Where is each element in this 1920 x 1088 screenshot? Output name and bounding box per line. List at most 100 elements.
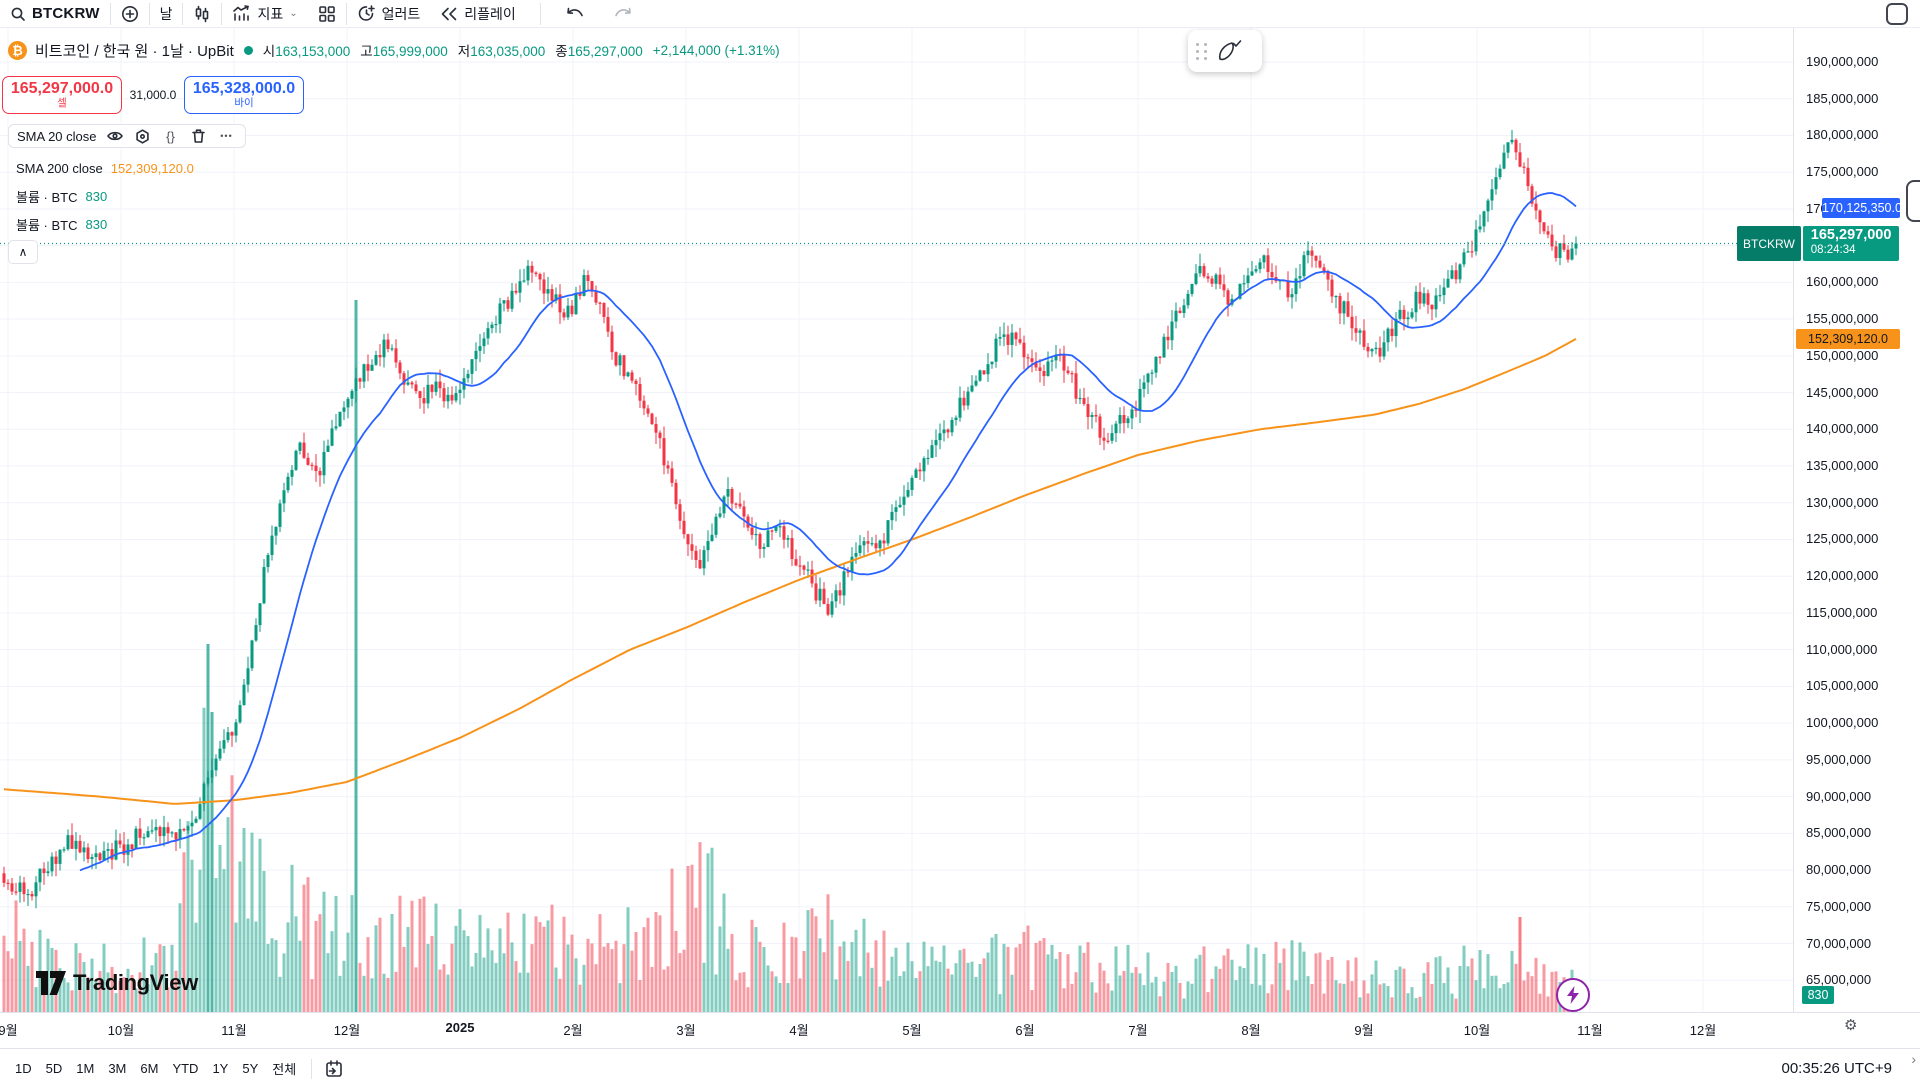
time-tick-label: 7월 xyxy=(1128,1023,1148,1038)
drag-handle-icon[interactable] xyxy=(1196,42,1208,60)
tradingview-logo-text: TradingView xyxy=(73,970,198,995)
price-tick-label: 190,000,000 xyxy=(1806,54,1879,69)
time-tick-label: 5월 xyxy=(902,1023,922,1038)
price-tick-label: 80,000,000 xyxy=(1806,862,1872,878)
range-button-3m[interactable]: 3M xyxy=(108,1061,127,1076)
range-button-ytd[interactable]: YTD xyxy=(172,1061,199,1076)
range-button-1d[interactable]: 1D xyxy=(15,1061,32,1076)
sma20-axis-badge: 170,125,350.0 xyxy=(1822,197,1902,218)
sma200-line xyxy=(3,338,1577,805)
price-tick-label: 75,000,000 xyxy=(1806,898,1872,914)
price-tick-label: 140,000,000 xyxy=(1806,421,1879,437)
last-price-value: 165,297,000 xyxy=(1810,227,1892,244)
axis-settings-gear-icon[interactable]: ⚙ xyxy=(1844,1017,1858,1034)
price-axis[interactable]: 190,000,000 185,000,000 180,000,000 175,000… xyxy=(1737,28,1920,1012)
collapse-legend-button[interactable]: ∧ xyxy=(8,240,38,264)
indicator-row-sma200[interactable]: SMA 200 close 152,309,120.0 xyxy=(8,156,202,180)
candlestick-icon xyxy=(196,5,209,22)
time-tick-label: 12월 xyxy=(333,1023,361,1038)
floating-drawing-toolbar[interactable] xyxy=(1188,30,1262,72)
range-button-1y[interactable]: 1Y xyxy=(212,1061,229,1076)
compare-add-button[interactable] xyxy=(111,0,149,28)
buy-label: 바이 xyxy=(234,97,254,109)
undo-arrow-icon xyxy=(567,7,583,16)
ohlc-segment: 고165,999,000 xyxy=(360,44,448,59)
toolbar-separator xyxy=(182,2,184,25)
indicator-row-volume-2[interactable]: 볼륨 · BTC 830 xyxy=(8,212,115,236)
redo-arrow-icon xyxy=(615,7,631,16)
toolbar-separator xyxy=(148,2,150,25)
lightning-bolt-icon xyxy=(1567,986,1579,1004)
toolbar-separator xyxy=(539,2,541,25)
price-tick-label: 115,000,000 xyxy=(1806,604,1878,620)
price-tick-label: 175,000,000 xyxy=(1806,164,1879,180)
range-button-전체[interactable]: 전체 xyxy=(272,1062,297,1077)
ohlc-segment: 종165,297,000 xyxy=(555,44,643,59)
price-tick-label: 95,000,000 xyxy=(1806,751,1872,767)
replay-button[interactable]: 리플레이 xyxy=(430,0,526,28)
source-code-icon[interactable]: {} xyxy=(166,128,175,144)
price-chart-canvas[interactable] xyxy=(0,28,1793,1012)
sell-label: 셀 xyxy=(57,97,67,109)
price-tick-label: 180,000,000 xyxy=(1806,127,1879,143)
settings-gear-icon[interactable] xyxy=(133,126,153,146)
chevron-right-icon[interactable]: › xyxy=(1911,1051,1916,1067)
go-to-date-button[interactable] xyxy=(320,1055,347,1083)
chevron-down-icon: ⌄ xyxy=(289,8,298,19)
redo-button[interactable] xyxy=(603,0,643,28)
range-button-5y[interactable]: 5Y xyxy=(242,1061,259,1076)
replay-label: 리플레이 xyxy=(464,5,516,22)
ohlc-segment: 저163,035,000 xyxy=(457,44,546,59)
undo-button[interactable] xyxy=(555,0,595,28)
price-tick-label: 110,000,000 xyxy=(1806,641,1878,657)
range-button-5d[interactable]: 5D xyxy=(45,1061,63,1076)
trash-icon[interactable] xyxy=(189,126,209,146)
indicator-value: 152,309,120.0 xyxy=(110,160,194,176)
time-tick-label: 6월 xyxy=(1015,1023,1035,1038)
sell-button[interactable]: 165,297,000.0 셀 xyxy=(2,76,122,114)
gridlines xyxy=(0,28,1793,1012)
range-button-1m[interactable]: 1M xyxy=(76,1061,95,1076)
last-price-symbol: BTCKRW xyxy=(1737,226,1801,262)
symbol-search-button[interactable]: BTCKRW xyxy=(0,0,110,28)
layout-button[interactable] xyxy=(308,0,346,28)
time-tick-label: 12월 xyxy=(1689,1023,1717,1038)
market-status-dot-icon xyxy=(243,45,253,55)
indicator-row-volume-1[interactable]: 볼륨 · BTC 830 xyxy=(8,184,115,208)
toolbar-separator xyxy=(311,1058,313,1079)
time-tick-label: 8월 xyxy=(1241,1023,1261,1038)
edge-panel-button[interactable] xyxy=(1906,180,1920,222)
more-options-icon[interactable]: ••• xyxy=(220,131,233,141)
price-tick-label: 145,000,000 xyxy=(1806,384,1879,400)
lightning-button[interactable] xyxy=(1556,978,1590,1012)
indicator-name: SMA 200 close xyxy=(16,160,103,176)
indicators-icon xyxy=(233,5,250,21)
search-icon xyxy=(11,7,25,21)
plus-circle-icon xyxy=(121,5,138,22)
eye-icon[interactable] xyxy=(105,126,125,146)
price-tick-label: 155,000,000 xyxy=(1806,311,1879,327)
calendar-goto-icon xyxy=(326,1059,342,1077)
interval-button[interactable]: 날 xyxy=(150,0,183,28)
symbol-title[interactable]: 비트코인 / 한국 원 · 1날 · UpBit xyxy=(35,42,234,60)
indicator-row-sma20[interactable]: SMA 20 close {} ••• xyxy=(8,124,246,148)
trade-panel: 165,297,000.0 셀 31,000.0 165,328,000.0 바… xyxy=(2,76,304,114)
price-tick-label: 160,000,000 xyxy=(1806,274,1879,290)
window-toggle-button[interactable] xyxy=(1886,3,1908,25)
time-tick-label: 11월 xyxy=(221,1023,247,1038)
buy-button[interactable]: 165,328,000.0 바이 xyxy=(184,76,304,114)
range-button-6m[interactable]: 6M xyxy=(140,1061,159,1076)
bar-countdown: 08:24:34 xyxy=(1810,244,1856,257)
alert-button[interactable]: 얼러트 xyxy=(347,0,431,28)
chart-pane: ₿ 비트코인 / 한국 원 · 1날 · UpBit 시163,153,000 고… xyxy=(0,28,1920,1048)
chart-style-button[interactable] xyxy=(183,0,221,28)
price-tick-label: 85,000,000 xyxy=(1806,825,1872,841)
grid-layout-icon xyxy=(318,5,335,22)
brush-tool-icon[interactable] xyxy=(1216,39,1242,63)
time-axis[interactable]: 9월 10월 11월 12월 2025 2월 3월 4월 5월 6월 7월 8월 9월 10월 11월 12월 xyxy=(0,1012,1920,1048)
indicators-button[interactable]: 지표 ⌄ xyxy=(222,0,307,28)
indicator-value: 830 xyxy=(85,188,108,204)
clock-utc[interactable]: 00:35:26 UTC+9 xyxy=(1781,1060,1893,1077)
price-tick-label: 150,000,000 xyxy=(1806,347,1879,363)
price-tick-label: 125,000,000 xyxy=(1806,531,1879,547)
